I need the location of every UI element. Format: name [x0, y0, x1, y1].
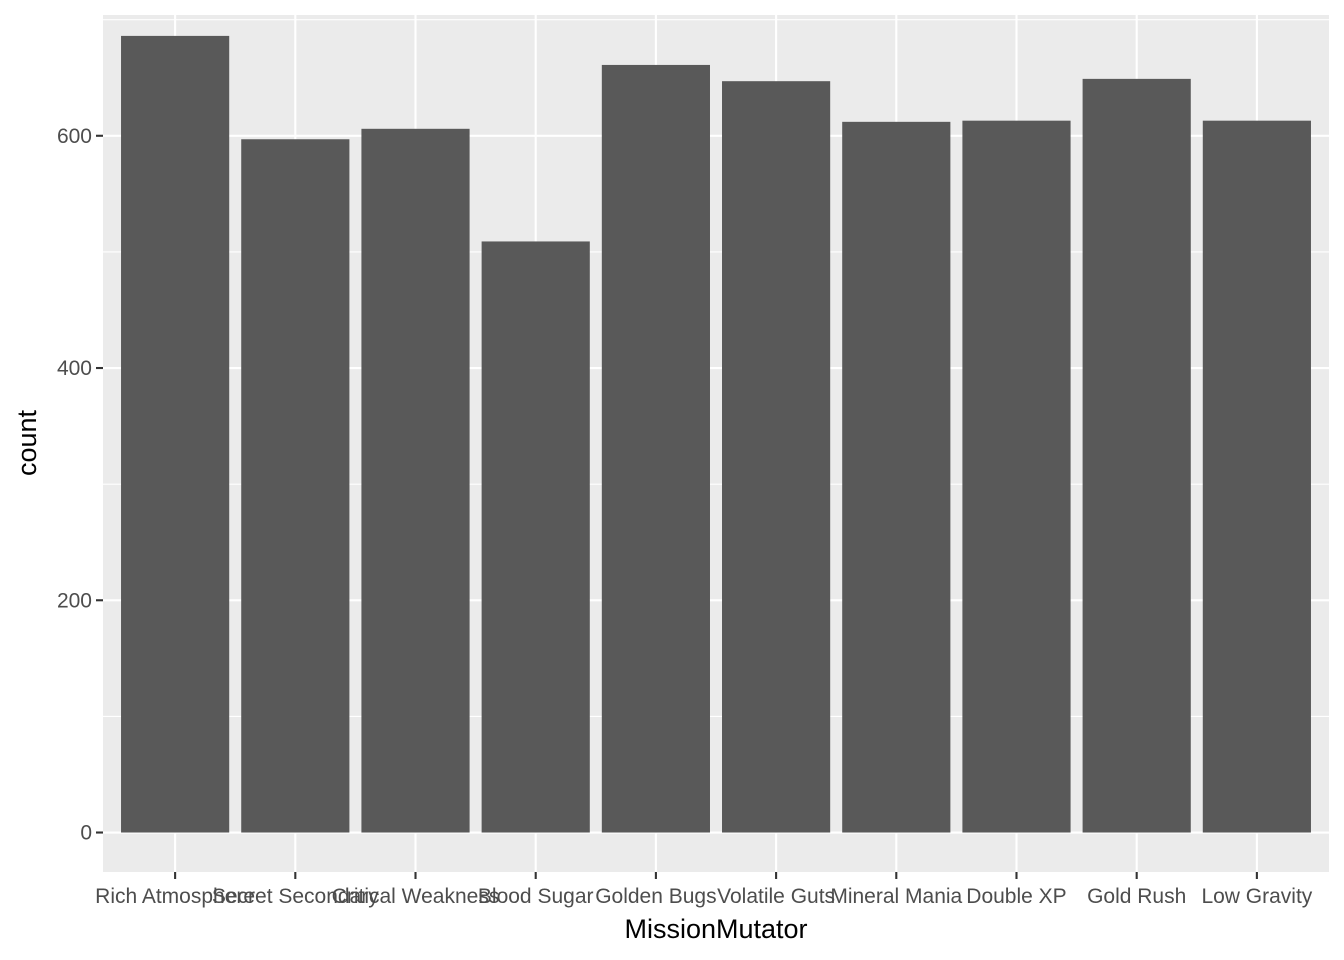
bar: [1202, 120, 1311, 833]
x-tick-label: Golden Bugs: [595, 885, 716, 908]
y-tick-label: 0: [80, 822, 92, 845]
x-axis-title: MissionMutator: [624, 914, 807, 944]
bar: [842, 121, 951, 833]
bar: [361, 128, 470, 833]
bar: [962, 120, 1071, 833]
x-tick-label: Secret Secondary: [212, 885, 379, 908]
x-tick-label: Mineral Mania: [830, 885, 962, 908]
x-tick-label: Double XP: [966, 885, 1066, 908]
y-axis-title: count: [12, 409, 42, 476]
y-axis: 0 200 400 600: [57, 125, 103, 845]
bars: [121, 35, 1311, 833]
x-tick-label: Volatile Guts: [717, 885, 835, 908]
bar: [241, 139, 350, 833]
bar: [121, 35, 230, 833]
bar: [481, 241, 590, 833]
bar: [1082, 78, 1191, 833]
x-tick-label: Gold Rush: [1087, 885, 1186, 908]
x-tick-label: Low Gravity: [1201, 885, 1312, 908]
x-tick-label: Critical Weakness: [332, 885, 500, 908]
bar: [722, 81, 831, 833]
y-tick-label: 600: [57, 125, 92, 148]
x-tick-label: Blood Sugar: [478, 885, 594, 908]
x-tick-label: Rich Atmosphere: [95, 885, 255, 908]
bar: [601, 64, 710, 833]
y-tick-label: 200: [57, 589, 92, 612]
y-tick-label: 400: [57, 357, 92, 380]
